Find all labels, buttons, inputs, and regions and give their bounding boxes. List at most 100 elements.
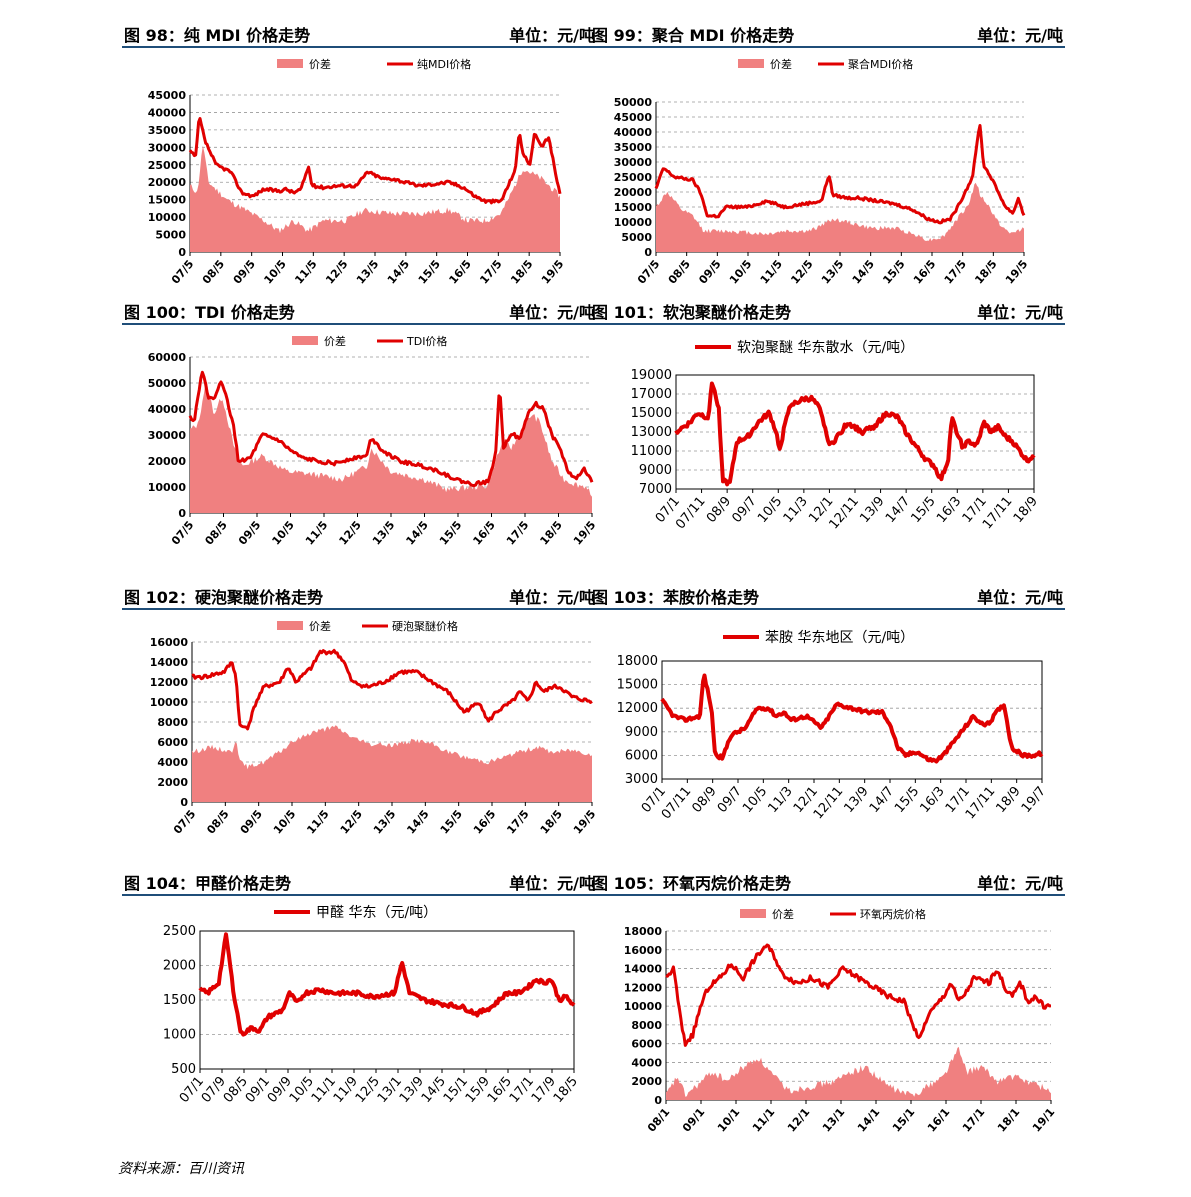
- x-tick-label: 09/9: [265, 1074, 295, 1106]
- tdi-chart: 0 10000 20000 30000 40000 50000 60000 07/5 08/5 0…: [148, 334, 597, 548]
- figure-title: 图 102：硬泡聚醚价格走势: [124, 588, 323, 607]
- y-tick-label: 12000: [617, 701, 658, 716]
- x-tick-label: 07/1: [177, 1074, 207, 1106]
- x-tick-label: 19/5: [1003, 258, 1030, 287]
- figure-title: 图 100：TDI 价格走势: [124, 303, 295, 322]
- y-tick-label: 50000: [614, 96, 653, 109]
- x-tick-label: 14/1: [855, 1106, 882, 1135]
- unit-label: 单位：元/吨: [509, 588, 595, 607]
- x-tick-label: 19/7: [1019, 784, 1049, 816]
- x-tick-label: 10/5: [740, 784, 770, 816]
- mdi-pure-chart: 0 5000 10000 15000 20000 25000 30000 35000 40000…: [148, 57, 567, 287]
- y-tick-label: 15000: [631, 406, 672, 421]
- x-tick-label: 09/7: [730, 494, 760, 526]
- data-source-note: 资料来源：百川资讯: [118, 1161, 244, 1177]
- x-tick-label: 15/5: [892, 784, 922, 816]
- y-tick-label: 10000: [614, 216, 653, 229]
- x-tick-label: 09/5: [236, 519, 263, 548]
- legend-label-area: 价差: [770, 57, 792, 71]
- price-line: [188, 117, 562, 205]
- x-tick-label: 17/5: [504, 519, 531, 548]
- y-tick-label: 6000: [157, 736, 188, 749]
- y-tick-label: 6000: [631, 1038, 662, 1051]
- y-tick-label: 10000: [148, 481, 187, 494]
- x-tick-label: 10/5: [755, 494, 785, 526]
- x-tick-label: 09/7: [715, 784, 745, 816]
- x-tick-label: 09/5: [231, 258, 258, 287]
- x-tick-label: 09/1: [243, 1074, 273, 1106]
- x-tick-label: 07/5: [635, 258, 662, 287]
- unit-label: 单位：元/吨: [509, 26, 595, 45]
- x-tick-label: 16/5: [485, 1074, 515, 1106]
- x-tick-label: 11/5: [304, 808, 331, 837]
- x-tick-label: 12/5: [323, 258, 350, 287]
- legend-label-area: 价差: [309, 57, 331, 71]
- x-tick-label: 11/3: [781, 494, 811, 526]
- legend-label-line: 环氧丙烷价格: [860, 907, 926, 921]
- y-tick-label: 40000: [614, 126, 653, 139]
- x-tick-label: 19/5: [539, 258, 566, 287]
- legend-label-line: 聚合MDI价格: [848, 57, 913, 71]
- legend-swatch-area: [277, 621, 303, 630]
- y-tick-label: 60000: [148, 351, 187, 364]
- plot-frame: [661, 660, 1043, 780]
- legend-label-line: TDI价格: [406, 334, 447, 348]
- spread-area: [192, 725, 592, 802]
- x-tick-label: 07/5: [169, 258, 196, 287]
- x-tick-label: 16/5: [446, 258, 473, 287]
- spread-area: [666, 1046, 1051, 1100]
- legend-label-area: 价差: [324, 334, 346, 348]
- y-tick-label: 15000: [148, 194, 187, 207]
- y-tick-label: 9000: [625, 725, 658, 740]
- x-tick-label: 13/1: [820, 1106, 847, 1135]
- x-tick-label: 09/5: [696, 258, 723, 287]
- x-tick-label: 18/5: [972, 258, 999, 287]
- x-tick-label: 14/5: [850, 258, 877, 287]
- y-tick-label: 0: [654, 1094, 662, 1107]
- y-tick-label: 35000: [148, 124, 187, 137]
- y-tick-label: 8000: [631, 1019, 662, 1032]
- spread-area: [656, 182, 1024, 252]
- y-tick-label: 500: [171, 1062, 196, 1077]
- legend-swatch-area: [277, 59, 303, 68]
- y-tick-label: 50000: [148, 377, 187, 390]
- y-tick-label: 0: [178, 246, 186, 259]
- y-tick-label: 19000: [631, 368, 672, 383]
- x-tick-label: 09/5: [238, 808, 265, 837]
- y-tick-label: 2000: [631, 1075, 662, 1088]
- x-tick-label: 12/5: [788, 258, 815, 287]
- y-tick-label: 5000: [155, 229, 186, 242]
- price-line: [198, 932, 576, 1037]
- y-tick-label: 16000: [150, 636, 189, 649]
- x-tick-label: 12/1: [785, 1106, 812, 1135]
- x-tick-label: 16/1: [925, 1106, 952, 1135]
- x-tick-label: 13/1: [375, 1074, 405, 1106]
- spread-area: [190, 381, 592, 513]
- x-tick-label: 14/7: [883, 494, 913, 526]
- y-tick-label: 45000: [148, 89, 187, 102]
- x-tick-label: 07/5: [169, 519, 196, 548]
- x-tick-label: 08/1: [645, 1106, 672, 1135]
- y-tick-label: 0: [180, 796, 188, 809]
- legend-label-line: 甲醛 华东（元/吨）: [316, 905, 437, 921]
- y-tick-label: 3000: [625, 772, 658, 787]
- x-tick-label: 08/5: [221, 1074, 251, 1106]
- legend-swatch-area: [292, 336, 318, 345]
- aniline-chart: 30006000900012000150001800007/107/1108/9…: [617, 629, 1049, 822]
- x-tick-label: 13/5: [370, 519, 397, 548]
- price-line: [654, 124, 1026, 225]
- soft-foam-polyether-chart: 70009000110001300015000170001900007/107/…: [631, 340, 1041, 532]
- y-tick-label: 1500: [163, 993, 196, 1008]
- x-tick-label: 17/1: [960, 1106, 987, 1135]
- x-tick-label: 16/5: [911, 258, 938, 287]
- y-tick-label: 18000: [624, 925, 663, 938]
- unit-label: 单位：元/吨: [977, 303, 1063, 322]
- legend-label-line: 硬泡聚醚价格: [392, 619, 458, 633]
- x-tick-label: 10/5: [271, 808, 298, 837]
- x-tick-label: 18/9: [1011, 494, 1041, 526]
- x-tick-label: 18/5: [551, 1074, 581, 1106]
- plot-frame: [199, 930, 575, 1070]
- unit-label: 单位：元/吨: [977, 588, 1063, 607]
- y-tick-label: 30000: [148, 141, 187, 154]
- y-tick-label: 30000: [614, 156, 653, 169]
